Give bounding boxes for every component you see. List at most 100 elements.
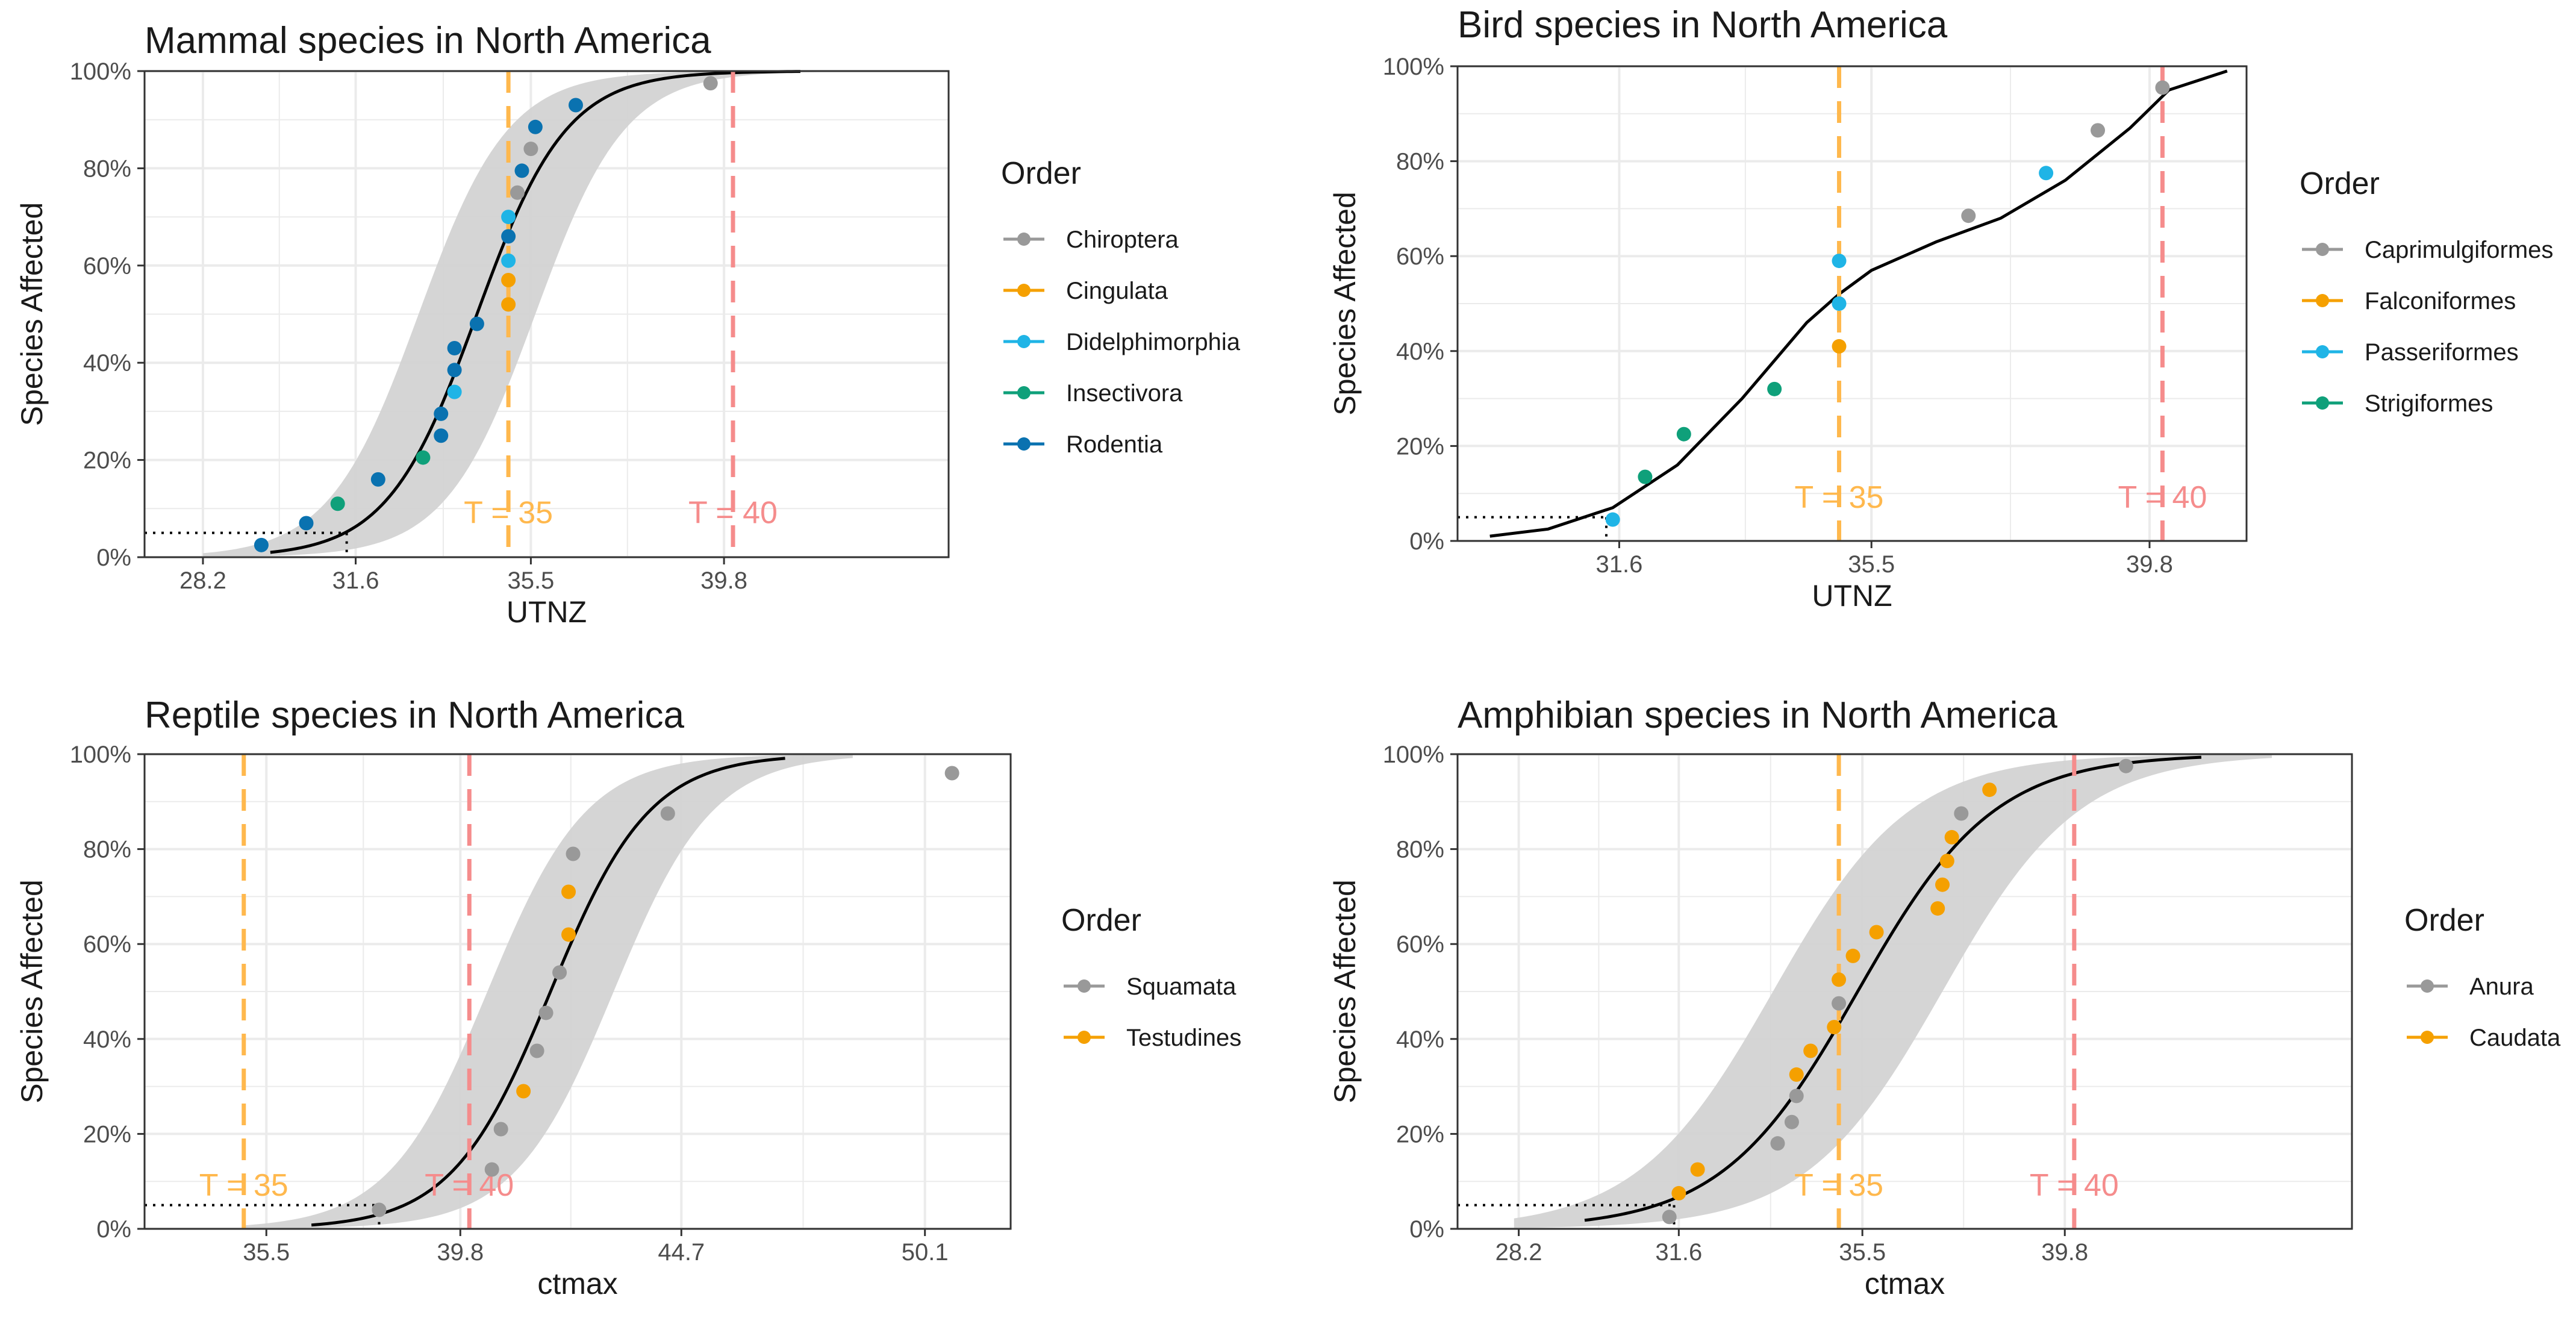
x-tick-label: 28.2 <box>1495 1239 1542 1266</box>
legend-item-insectivora: Insectivora <box>1066 380 1183 407</box>
legend-key-dot <box>1017 335 1031 348</box>
x-tick-label: 35.5 <box>243 1239 290 1266</box>
data-point-caudata <box>1789 1067 1804 1082</box>
data-point-squamata <box>484 1162 499 1177</box>
data-point-squamata <box>660 806 675 821</box>
legend-item-caudata: Caudata <box>2469 1025 2561 1051</box>
data-point-falconiformes <box>1832 339 1847 354</box>
y-tick-label: 80% <box>1396 149 1444 175</box>
y-tick-label: 60% <box>83 253 131 280</box>
x-tick-label: 50.1 <box>902 1239 949 1266</box>
data-point-squamata <box>529 1043 544 1058</box>
y-tick-label: 100% <box>1383 742 1444 768</box>
data-point-caudata <box>1944 829 1959 845</box>
threshold-label-35: T = 35 <box>199 1168 288 1203</box>
threshold-label-35: T = 35 <box>1794 1168 1883 1203</box>
y-tick-label: 60% <box>83 931 131 958</box>
data-point-testudines <box>561 927 576 942</box>
data-point-testudines <box>516 1084 531 1099</box>
data-point-strigiformes <box>1638 469 1653 484</box>
y-tick-label: 0% <box>1409 528 1444 555</box>
panel-border <box>1456 65 2248 542</box>
fitted-curve <box>270 70 800 554</box>
data-point-caudata <box>1671 1185 1686 1201</box>
data-point-chiroptera <box>523 142 538 157</box>
chart-title: Mammal species in North America <box>145 20 711 61</box>
x-tick-label: 39.8 <box>2041 1239 2088 1266</box>
legend-item-strigiformes: Strigiformes <box>2365 390 2493 417</box>
data-point-squamata <box>566 846 581 861</box>
y-tick-label: 100% <box>70 58 131 85</box>
x-tick-label: 28.2 <box>179 567 226 594</box>
y-axis-label: Species Affected <box>1328 879 1362 1104</box>
legend-key-dot <box>1017 284 1031 297</box>
legend-key-dot <box>2316 243 2329 256</box>
legend-item-testudines: Testudines <box>1126 1025 1241 1051</box>
y-tick-label: 60% <box>1396 243 1444 270</box>
x-axis-label: ctmax <box>1865 1267 1945 1301</box>
data-point-insectivora <box>416 450 431 465</box>
confidence-band <box>243 754 853 1229</box>
legend-key-dot <box>2316 294 2329 307</box>
legend-item-anura: Anura <box>2469 973 2534 1000</box>
y-tick-label: 20% <box>83 448 131 474</box>
x-tick-label: 31.6 <box>1655 1239 1702 1266</box>
legend-title: Order <box>1061 903 1141 938</box>
legend-title: Order <box>2300 166 2380 201</box>
legend-item-rodentia: Rodentia <box>1066 431 1163 458</box>
data-point-caudata <box>1939 854 1954 869</box>
x-axis-label: UTNZ <box>507 595 587 629</box>
data-point-anura <box>1662 1210 1677 1225</box>
data-point-passeriformes <box>1605 512 1620 527</box>
data-point-cingulata <box>501 273 516 288</box>
data-point-rodentia <box>514 163 529 178</box>
data-point-caudata <box>1935 877 1950 892</box>
data-point-anura <box>1954 806 1969 821</box>
x-tick-label: 39.8 <box>2126 551 2173 578</box>
data-point-cingulata <box>501 297 516 312</box>
data-point-passeriformes <box>1832 254 1847 269</box>
y-tick-label: 100% <box>1383 54 1444 80</box>
data-point-didelphimorphia <box>501 210 516 225</box>
data-point-anura <box>1784 1114 1799 1129</box>
x-axis-label: ctmax <box>537 1267 617 1301</box>
bird-panel: Bird species in North America T = 35 T = 4… <box>1328 4 2553 613</box>
data-point-rodentia <box>254 537 269 552</box>
legend-item-chiroptera: Chiroptera <box>1066 226 1179 253</box>
data-point-caudata <box>1982 782 1997 798</box>
legend-key-dot <box>1017 437 1031 451</box>
threshold-label-40: T = 40 <box>2118 480 2207 515</box>
chart-title: Amphibian species in North America <box>1458 695 2057 736</box>
x-tick-label: 35.5 <box>1839 1239 1886 1266</box>
legend-title: Order <box>2404 903 2484 938</box>
panel-border <box>1456 753 2353 1230</box>
data-point-anura <box>1832 996 1847 1011</box>
panel-border <box>143 753 1012 1230</box>
data-point-rodentia <box>501 229 516 244</box>
threshold-label-40: T = 40 <box>2030 1168 2119 1203</box>
y-tick-label: 80% <box>83 155 131 182</box>
data-point-caudata <box>1803 1043 1818 1058</box>
legend-item-caprimulgiformes: Caprimulgiformes <box>2365 237 2553 263</box>
y-tick-label: 20% <box>83 1121 131 1148</box>
data-point-anura <box>1789 1088 1804 1104</box>
data-point-strigiformes <box>1676 426 1691 442</box>
legend-item-cingulata: Cingulata <box>1066 278 1168 304</box>
legend-key-dot <box>1077 979 1091 993</box>
y-tick-label: 0% <box>1409 1216 1444 1243</box>
data-point-caudata <box>1845 948 1860 963</box>
data-point-caudata <box>1869 925 1884 940</box>
data-point-caprimulgiformes <box>2091 123 2106 138</box>
y-tick-label: 100% <box>70 742 131 768</box>
confidence-band <box>1514 754 2272 1228</box>
legend-key-dot <box>1017 233 1031 246</box>
chart-title: Reptile species in North America <box>145 695 684 736</box>
amphibian-panel: Amphibian species in North America T = 35… <box>1328 695 2561 1301</box>
data-point-caudata <box>1930 901 1945 916</box>
legend-item-didelphimorphia: Didelphimorphia <box>1066 329 1241 355</box>
data-point-rodentia <box>434 428 449 443</box>
y-axis-label: Species Affected <box>1328 192 1362 416</box>
data-point-testudines <box>561 884 576 899</box>
data-point-passeriformes <box>2039 166 2054 181</box>
y-tick-label: 40% <box>1396 339 1444 365</box>
